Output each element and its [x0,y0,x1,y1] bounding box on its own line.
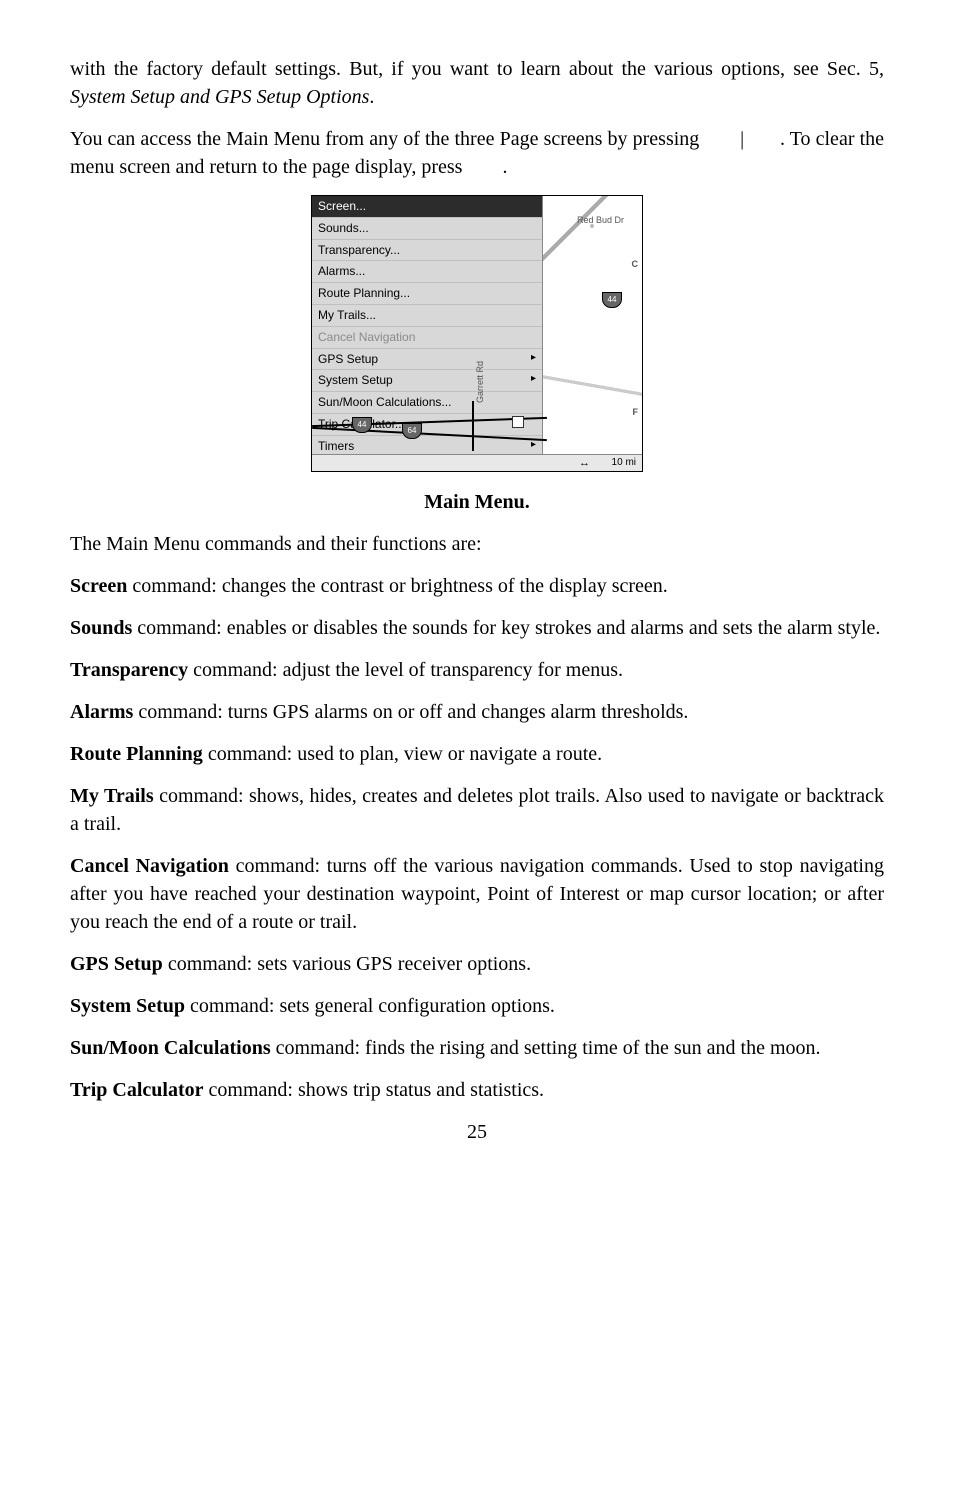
menu-item-gps-setup[interactable]: GPS Setup ▸ [312,349,542,371]
cmd-label: Trip Calculator [70,1079,204,1101]
menu-item-my-trails[interactable]: My Trails... [312,305,542,327]
menu-item-label: Route Planning... [318,286,410,300]
bottom-roads: Garrett Rd 44 64 [312,411,547,451]
menu-item-label: Cancel Navigation [318,330,415,344]
cmd-label: GPS Setup [70,953,163,975]
menu-item-cancel-navigation: Cancel Navigation [312,327,542,349]
intro-2b: | [740,128,744,150]
cmd-label: My Trails [70,785,154,807]
cmd-trip-calculator: Trip Calculator command: shows trip stat… [70,1076,884,1104]
menu-item-screen[interactable]: Screen... [312,196,542,218]
menu-item-label: Screen... [318,199,366,213]
scale-text: 10 mi [612,456,636,470]
cmd-desc: command: enables or disables the sounds … [132,617,880,639]
menu-item-label: My Trails... [318,308,376,322]
road-line [472,401,474,451]
highway-shield: 44 [602,292,622,308]
intro-1c: . [369,86,374,108]
cmd-my-trails: My Trails command: shows, hides, creates… [70,782,884,838]
cmd-desc: command: shows trip status and statistic… [204,1079,545,1101]
cmd-desc: command: adjust the level of transparenc… [188,659,623,681]
cmd-desc: command: sets general configuration opti… [185,995,555,1017]
cmd-label: Route Planning [70,743,203,765]
map-label-redbud: Red Bud Dr [577,214,624,227]
intro-para-2: You can access the Main Menu from any of… [70,125,884,181]
menu-item-label: Sounds... [318,221,369,235]
submenu-arrow-icon: ▸ [531,351,536,365]
intro-1a: with the factory default settings. But, … [70,58,884,80]
menu-item-label: System Setup [318,373,393,387]
menu-item-system-setup[interactable]: System Setup ▸ [312,370,542,392]
figure-caption: Main Menu. [70,488,884,516]
map-marker-box [512,416,524,428]
cmd-desc: command: used to plan, view or navigate … [203,743,602,765]
cmd-gps-setup: GPS Setup command: sets various GPS rece… [70,950,884,978]
cmd-system-setup: System Setup command: sets general confi… [70,992,884,1020]
cmd-label: Cancel Navigation [70,855,229,877]
menu-item-alarms[interactable]: Alarms... [312,261,542,283]
map-label-f: F [633,406,639,419]
page-number: 25 [70,1118,884,1146]
cmd-alarms: Alarms command: turns GPS alarms on or o… [70,698,884,726]
cmd-route-planning: Route Planning command: used to plan, vi… [70,740,884,768]
cmd-label: Transparency [70,659,188,681]
intro-2d: . [502,156,507,178]
screenshot: Red Bud Dr C F Screen... Sounds... Trans… [311,195,643,472]
submenu-arrow-icon: ▸ [531,372,536,386]
menu-item-label: GPS Setup [318,352,378,366]
cmd-label: Screen [70,575,127,597]
cmd-label: Sounds [70,617,132,639]
road-line [312,427,547,441]
cmd-transparency: Transparency command: adjust the level o… [70,656,884,684]
lead-sentence: The Main Menu commands and their functio… [70,530,884,558]
scale-bar: ↔ 10 mi [312,454,642,471]
map-label-c: C [632,258,639,271]
highway-shield: 44 [352,417,372,433]
cmd-sun-moon: Sun/Moon Calculations command: finds the… [70,1034,884,1062]
map-label-garrett: Garrett Rd [474,361,487,403]
menu-item-transparency[interactable]: Transparency... [312,240,542,262]
cmd-label: Alarms [70,701,133,723]
menu-item-label: Sun/Moon Calculations... [318,395,451,409]
cmd-label: Sun/Moon Calculations [70,1037,271,1059]
highway-shield: 64 [402,423,422,439]
scale-arrow-icon: ↔ [579,456,590,471]
intro-1b: System Setup and GPS Setup Options [70,86,369,108]
intro-para-1: with the factory default settings. But, … [70,55,884,111]
cmd-desc: command: sets various GPS receiver optio… [163,953,531,975]
cmd-desc: command: changes the contrast or brightn… [127,575,667,597]
cmd-desc: command: shows, hides, creates and delet… [70,785,884,835]
cmd-sounds: Sounds command: enables or disables the … [70,614,884,642]
menu-item-label: Alarms... [318,264,365,278]
menu-item-sounds[interactable]: Sounds... [312,218,542,240]
cmd-label: System Setup [70,995,185,1017]
cmd-desc: command: finds the rising and setting ti… [271,1037,821,1059]
menu-item-route-planning[interactable]: Route Planning... [312,283,542,305]
cmd-desc: command: turns GPS alarms on or off and … [133,701,688,723]
cmd-cancel-navigation: Cancel Navigation command: turns off the… [70,852,884,936]
cmd-screen: Screen command: changes the contrast or … [70,572,884,600]
intro-2a: You can access the Main Menu from any of… [70,128,704,150]
figure: Red Bud Dr C F Screen... Sounds... Trans… [70,195,884,480]
menu-item-label: Transparency... [318,243,400,257]
